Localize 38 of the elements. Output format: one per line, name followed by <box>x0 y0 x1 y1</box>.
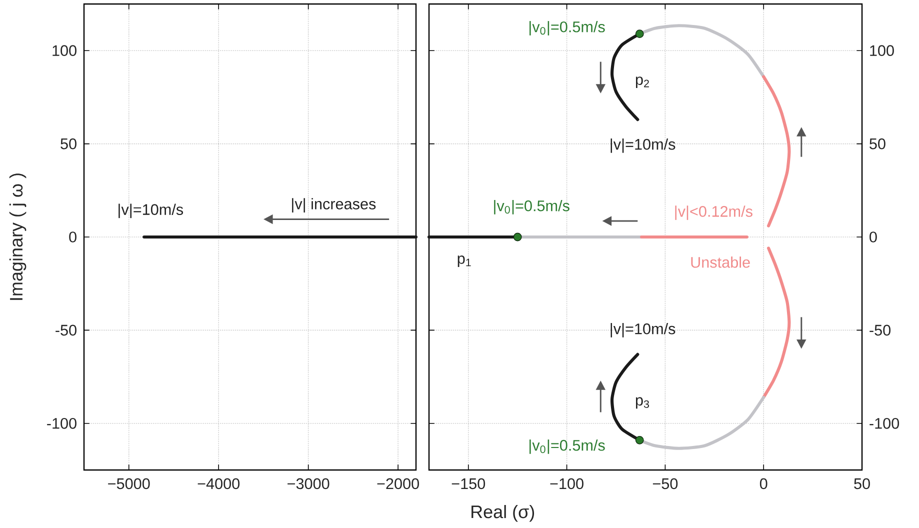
annotation: |v| increases <box>292 198 376 212</box>
y-tick-label: 50 <box>60 138 76 150</box>
x-tick-label: 50 <box>854 478 870 490</box>
y-tick-label: 0 <box>69 232 76 242</box>
annotation: Unstable <box>691 256 750 268</box>
line-series <box>762 75 791 228</box>
annotation: |v|<0.12m/s <box>675 206 752 220</box>
annotation: |v$_{0}$|=0.5m/s <box>494 200 570 214</box>
annotation: |v|=10m/s <box>118 204 184 218</box>
x-tick-label: 0 <box>760 478 768 490</box>
point <box>635 30 644 38</box>
y-tick-label: 100 <box>870 45 894 56</box>
x-tick-label: −2000 <box>377 478 419 490</box>
point <box>635 436 644 444</box>
x-tick-label: −4000 <box>198 478 240 490</box>
y-axis-title: Imaginary ( j ω ) <box>9 174 26 300</box>
annotation: |v$_{0}$|=0.5m/s <box>530 21 605 36</box>
y-tick-label: -100 <box>870 418 900 429</box>
annotation: |v|=10m/s <box>610 323 676 338</box>
y-tick-label: -100 <box>47 418 76 429</box>
point <box>513 232 522 242</box>
x-tick-label: −100 <box>550 478 584 490</box>
annotation: p$_{1}$ <box>458 256 471 267</box>
x-tick-label: −50 <box>652 478 678 490</box>
y-tick-label: -50 <box>56 324 76 336</box>
annotation: p$_{2}$ <box>636 76 649 88</box>
y-tick-label: 50 <box>870 138 886 150</box>
y-tick-label: -50 <box>870 324 891 336</box>
x-tick-label: −150 <box>452 478 486 490</box>
annotation: p$_{3}$ <box>636 397 650 409</box>
x-tick-label: −5000 <box>108 478 150 490</box>
annotation: |v$_{0}$|=0.5m/s <box>530 440 605 454</box>
annotation: |v|=10m/s <box>610 138 676 153</box>
y-tick-label: 0 <box>870 232 877 242</box>
x-tick-label: −3000 <box>288 478 330 490</box>
y-tick-label: 100 <box>52 45 76 56</box>
x-axis-title: Real (σ) <box>472 504 534 522</box>
line-series <box>762 246 791 399</box>
